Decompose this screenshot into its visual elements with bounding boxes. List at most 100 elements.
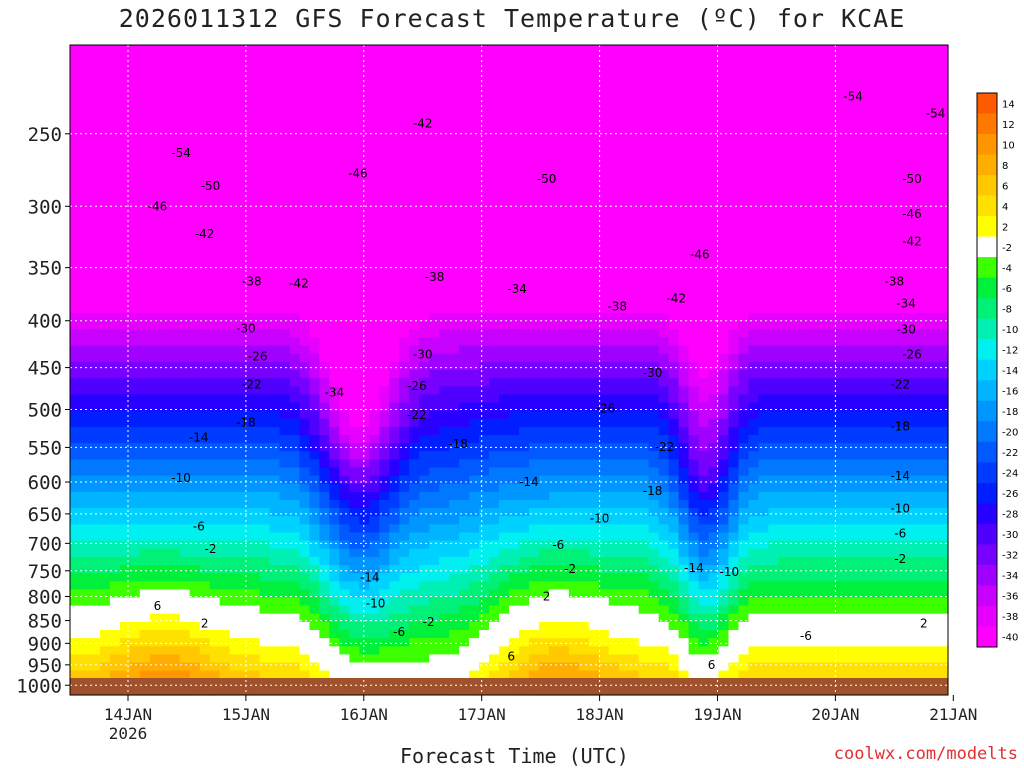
heatmap-cell	[319, 638, 330, 647]
heatmap-cell	[598, 158, 610, 168]
heatmap-cell	[229, 158, 241, 168]
heatmap-cell	[608, 540, 620, 550]
heatmap-cell	[139, 183, 151, 192]
heatmap-cell	[598, 402, 610, 412]
heatmap-cell	[389, 305, 400, 314]
heatmap-cell	[469, 670, 480, 680]
heatmap-cell	[509, 166, 520, 176]
heatmap-cell	[578, 329, 590, 339]
heatmap-cell	[638, 256, 650, 265]
heatmap-cell	[449, 394, 460, 404]
heatmap-cell	[379, 459, 390, 469]
heatmap-cell	[588, 402, 600, 412]
heatmap-cell	[409, 532, 420, 542]
heatmap-cell	[299, 118, 311, 127]
heatmap-cell	[449, 524, 460, 534]
heatmap-cell	[129, 272, 141, 282]
heatmap-cell	[449, 613, 460, 623]
heatmap-cell	[259, 378, 271, 387]
heatmap-cell	[109, 394, 121, 404]
heatmap-cell	[269, 223, 281, 233]
heatmap-cell	[279, 638, 291, 647]
heatmap-cell	[558, 191, 570, 200]
heatmap-cell	[489, 85, 500, 95]
heatmap-cell	[608, 240, 620, 249]
heatmap-cell	[449, 321, 460, 330]
heatmap-cell	[608, 45, 620, 54]
heatmap-cell	[529, 280, 540, 290]
heatmap-cell	[109, 621, 121, 631]
heatmap-cell	[99, 110, 111, 119]
heatmap-cell	[479, 353, 490, 363]
heatmap-cell	[568, 313, 580, 322]
heatmap-cell	[209, 573, 221, 582]
heatmap-cell	[648, 435, 660, 444]
heatmap-cell	[119, 613, 131, 623]
heatmap-cell	[119, 540, 131, 550]
heatmap-cell	[459, 288, 470, 298]
heatmap-cell	[149, 313, 161, 322]
heatmap-cell	[299, 272, 311, 282]
heatmap-cell	[389, 508, 400, 517]
heatmap-cell	[319, 61, 330, 70]
heatmap-cell	[449, 483, 460, 493]
heatmap-cell	[519, 621, 530, 631]
heatmap-cell	[349, 483, 360, 493]
heatmap-cell	[678, 540, 690, 550]
heatmap-cell	[359, 175, 370, 184]
credit-link[interactable]: coolwx.com/modelts	[833, 744, 1018, 764]
heatmap-cell	[129, 69, 141, 79]
heatmap-cell	[169, 565, 181, 574]
heatmap-cell	[259, 394, 271, 404]
heatmap-cell	[279, 361, 291, 371]
heatmap-cell	[80, 53, 91, 62]
heatmap-cell	[249, 166, 261, 176]
heatmap-cell	[119, 248, 131, 257]
heatmap-cell	[119, 345, 131, 355]
heatmap-cell	[688, 166, 700, 176]
heatmap-cell	[519, 248, 530, 257]
heatmap-cell	[259, 426, 271, 436]
heatmap-cell	[139, 435, 151, 444]
heatmap-cell	[598, 134, 610, 144]
heatmap-cell	[239, 215, 251, 225]
heatmap-cell	[139, 150, 151, 160]
heatmap-cell	[329, 183, 340, 192]
heatmap-cell	[70, 175, 81, 184]
heatmap-cell	[529, 256, 540, 265]
heatmap-cell	[479, 207, 490, 217]
heatmap-cell	[109, 508, 121, 517]
heatmap-cell	[319, 223, 330, 233]
heatmap-cell	[598, 459, 610, 469]
heatmap-cell	[588, 662, 600, 672]
heatmap-cell	[70, 280, 81, 290]
heatmap-cell	[159, 662, 171, 672]
heatmap-cell	[269, 61, 281, 70]
heatmap-cell	[548, 345, 560, 355]
heatmap-cell	[179, 353, 191, 363]
heatmap-cell	[648, 150, 660, 160]
heatmap-cell	[179, 126, 191, 135]
heatmap-cell	[648, 573, 660, 582]
heatmap-cell	[439, 605, 450, 615]
heatmap-cell	[279, 418, 291, 428]
heatmap-cell	[429, 321, 440, 330]
heatmap-cell	[499, 370, 510, 379]
heatmap-cell	[90, 548, 101, 558]
heatmap-cell	[499, 150, 510, 160]
heatmap-cell	[259, 621, 271, 631]
heatmap-cell	[678, 508, 690, 517]
heatmap-cell	[159, 231, 171, 241]
heatmap-cell	[578, 61, 590, 70]
heatmap-cell	[648, 410, 660, 420]
heatmap-cell	[209, 223, 221, 233]
heatmap-cell	[668, 378, 680, 387]
heatmap-cell	[319, 540, 330, 550]
heatmap-cell	[429, 175, 440, 184]
heatmap-cell	[329, 142, 340, 152]
heatmap-cell	[90, 524, 101, 534]
heatmap-cell	[339, 573, 350, 582]
heatmap-cell	[479, 248, 490, 257]
heatmap-cell	[678, 451, 690, 460]
heatmap-cell	[169, 296, 181, 306]
